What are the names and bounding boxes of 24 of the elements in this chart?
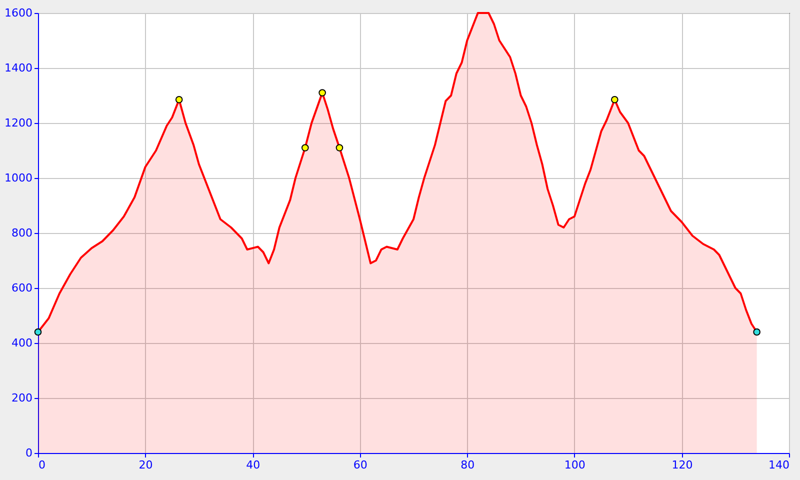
y-tick-label: 1600 [4,6,32,20]
point [611,96,618,104]
point [301,144,309,152]
point [318,89,326,96]
x-tick-label: 80 [460,458,475,472]
y-tick-label: 400 [12,336,32,350]
y-tick-label: 200 [12,392,32,404]
point [753,328,760,336]
x-tick-label: 60 [353,458,368,472]
y-tick-label: 1200 [4,116,32,130]
point [175,96,183,104]
y-tick-label: 1400 [4,62,32,74]
y-tick-label: 1000 [4,172,32,184]
x-tick-label: 40 [246,458,260,472]
x-tick-label: 20 [138,458,153,472]
y-tick-label: 0 [26,446,32,460]
x-tick-label: 140 [768,458,790,472]
point [336,144,344,152]
x-tick-label: 120 [672,458,693,472]
x-tick-label: 100 [564,458,586,472]
y-tick-label: 800 [12,226,32,240]
y-tick-label: 600 [12,282,32,294]
x-tick-label: 0 [38,458,46,472]
point [34,328,42,336]
